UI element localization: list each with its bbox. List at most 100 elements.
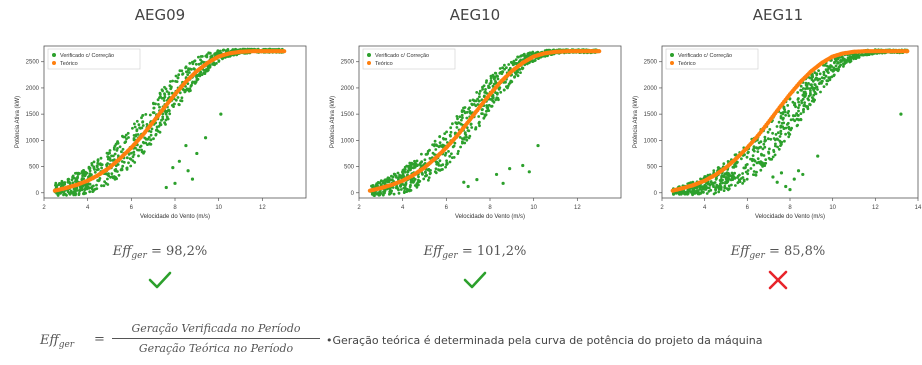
data-point-verified [802,110,805,114]
data-point-verified [144,113,148,116]
footnote: •Geração teórica é determinada pela curv… [326,334,763,347]
data-point-verified [188,71,191,74]
formula-numerator: Geração Verificada no Período [112,322,320,339]
data-point-verified [444,137,448,141]
data-point-outlier [219,112,223,116]
efficiency-value: = 85,8% [768,244,826,259]
data-point-verified [127,136,130,139]
series-theoretical [52,49,287,193]
data-point-verified [752,163,756,167]
data-point-verified [448,160,452,164]
data-point-verified [812,93,816,97]
legend: Verificado c/ Correção Teórico [665,48,759,70]
data-point-verified [102,184,106,188]
data-point-verified [435,160,439,164]
data-point-verified [415,159,419,163]
data-point-verified [787,135,791,139]
data-point-verified [468,134,472,138]
data-point-verified [419,161,422,165]
data-point-verified [797,109,800,113]
data-point-verified [55,184,58,188]
x-axis-label: Velocidade do Vento (m/s) [455,214,525,220]
data-point-verified [157,103,160,106]
series-theoretical [670,49,910,193]
data-point-verified [390,178,394,182]
data-point-verified [113,144,117,148]
data-point-verified [788,133,792,136]
data-point-verified [174,98,178,102]
data-point-verified [440,145,443,148]
data-point-verified [824,74,828,78]
data-point-verified [374,192,378,195]
data-point-verified [133,122,136,126]
data-point-verified [156,98,160,102]
data-point-verified [727,187,731,191]
data-point-verified [514,58,518,61]
data-point-verified [719,185,723,189]
data-point-verified [491,94,495,98]
data-point-verified [703,183,707,187]
data-point-verified [122,160,126,164]
data-point-verified [733,153,737,157]
data-point-verified [758,161,762,165]
data-point-verified [141,114,145,117]
data-point-verified [493,76,497,79]
data-point-verified [128,157,132,160]
data-point-verified [498,67,502,70]
data-point-verified [106,177,109,181]
legend-marker [367,53,371,57]
data-point-verified [206,68,210,72]
data-point-verified [802,107,805,111]
data-point-verified [132,153,136,156]
data-point-verified [804,94,807,97]
data-point-verified [730,183,733,187]
data-point-verified [519,71,522,74]
data-point-verified [124,133,128,137]
x-tick-label: 12 [574,205,581,211]
data-point-verified [759,145,762,149]
data-point-verified [165,115,169,119]
data-point-outlier [508,167,512,171]
data-point-verified [736,174,740,178]
data-point-verified [486,106,490,109]
data-point-verified [115,177,118,181]
data-point-verified [491,99,494,103]
data-point-verified [173,102,176,106]
data-point-verified [822,73,826,76]
data-point-verified [528,51,532,55]
data-point-verified [774,142,777,146]
data-point-verified [125,156,129,160]
data-point-verified [769,137,773,141]
data-point-verified [81,173,85,177]
data-point-verified [116,170,119,173]
data-point-verified [723,184,727,188]
data-point-verified [495,96,499,100]
data-point-verified [753,173,757,177]
data-point-verified [487,103,491,107]
data-point-verified [509,60,513,64]
data-point-verified [697,191,701,194]
data-point-verified [184,89,187,93]
data-point-verified [516,55,519,59]
data-point-verified [139,144,143,148]
data-point-verified [65,193,68,197]
data-point-verified [177,103,181,107]
data-point-verified [90,163,94,167]
data-point-verified [699,177,702,181]
data-point-verified [724,176,728,179]
data-point-verified [108,149,112,152]
data-point-verified [445,159,448,163]
data-point-verified [186,73,190,76]
data-point-verified [460,110,464,113]
data-point-verified [222,48,225,52]
data-point-verified [771,155,775,159]
data-point-verified [181,73,184,76]
data-point-verified [462,137,466,141]
data-point-verified [137,123,141,127]
data-point-verified [503,67,506,71]
y-tick-label: 500 [344,165,355,171]
data-point-verified [185,70,188,74]
data-point-verified [205,55,209,59]
data-point-verified [449,126,453,130]
data-point-verified [120,150,123,154]
